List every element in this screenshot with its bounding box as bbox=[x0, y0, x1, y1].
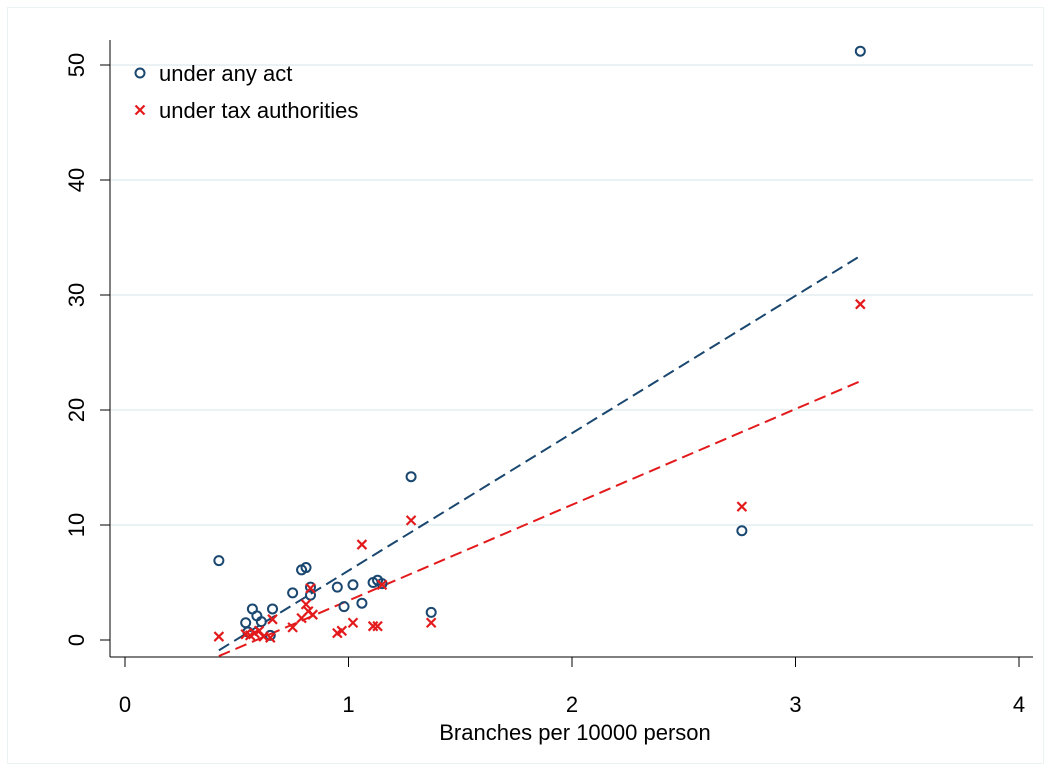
x-tick-label: 0 bbox=[119, 692, 131, 717]
point-any-act bbox=[425, 606, 437, 618]
point-any-act bbox=[736, 525, 748, 537]
point-any-act bbox=[331, 581, 343, 593]
legend-marker-circle bbox=[134, 67, 146, 79]
ticks: 0 10 20 30 40 50 0 1 2 3 4 bbox=[64, 53, 1025, 717]
x-axis-title: Branches per 10000 person bbox=[439, 720, 711, 745]
x-tick-label: 4 bbox=[1013, 692, 1025, 717]
point-any-act bbox=[347, 579, 359, 591]
fit-line-any-act bbox=[218, 255, 861, 652]
point-tax-authorities bbox=[372, 620, 383, 632]
point-tax-authorities bbox=[376, 579, 388, 591]
y-tick-label: 0 bbox=[64, 634, 89, 646]
point-any-act bbox=[376, 578, 388, 590]
point-tax-authorities bbox=[300, 599, 312, 610]
legend: under any act under tax authorities bbox=[134, 61, 358, 123]
point-any-act bbox=[213, 555, 225, 567]
legend-marker-x bbox=[134, 104, 146, 116]
point-any-act bbox=[300, 562, 312, 574]
point-tax-authorities bbox=[347, 617, 359, 629]
point-any-act bbox=[338, 601, 350, 613]
x-tick-label: 2 bbox=[566, 692, 578, 717]
point-tax-authorities bbox=[425, 617, 437, 629]
point-any-act bbox=[356, 597, 368, 609]
point-tax-authorities bbox=[336, 625, 348, 637]
point-tax-authorities bbox=[264, 632, 276, 643]
chart-border bbox=[7, 7, 1044, 764]
point-tax-authorities bbox=[855, 298, 866, 310]
point-any-act bbox=[287, 587, 299, 599]
point-tax-authorities bbox=[267, 614, 278, 625]
point-tax-authorities bbox=[287, 622, 298, 633]
x-tick-label: 3 bbox=[789, 692, 801, 717]
point-tax-authorities bbox=[305, 582, 316, 594]
point-any-act bbox=[405, 471, 417, 483]
point-tax-authorities bbox=[405, 515, 417, 526]
data-points bbox=[213, 45, 866, 643]
y-tick-label: 50 bbox=[64, 53, 89, 77]
grid-lines bbox=[111, 64, 1033, 526]
point-tax-authorities bbox=[356, 539, 368, 550]
fit-line-tax-authorities bbox=[218, 380, 861, 658]
point-tax-authorities bbox=[213, 631, 225, 642]
point-any-act bbox=[267, 603, 279, 615]
axes bbox=[109, 40, 1033, 658]
x-tick-label: 1 bbox=[342, 692, 354, 717]
y-tick-label: 10 bbox=[64, 513, 89, 537]
legend-label: under any act bbox=[159, 61, 292, 86]
fit-lines bbox=[218, 255, 861, 658]
point-tax-authorities bbox=[736, 501, 748, 512]
y-tick-label: 40 bbox=[64, 168, 89, 192]
y-tick-label: 30 bbox=[64, 283, 89, 307]
point-any-act bbox=[255, 616, 267, 628]
y-tick-label: 20 bbox=[64, 398, 89, 422]
point-any-act bbox=[305, 589, 317, 601]
point-tax-authorities bbox=[307, 609, 319, 620]
point-any-act bbox=[240, 617, 252, 629]
legend-label: under tax authorities bbox=[159, 98, 358, 123]
point-any-act bbox=[854, 45, 866, 57]
